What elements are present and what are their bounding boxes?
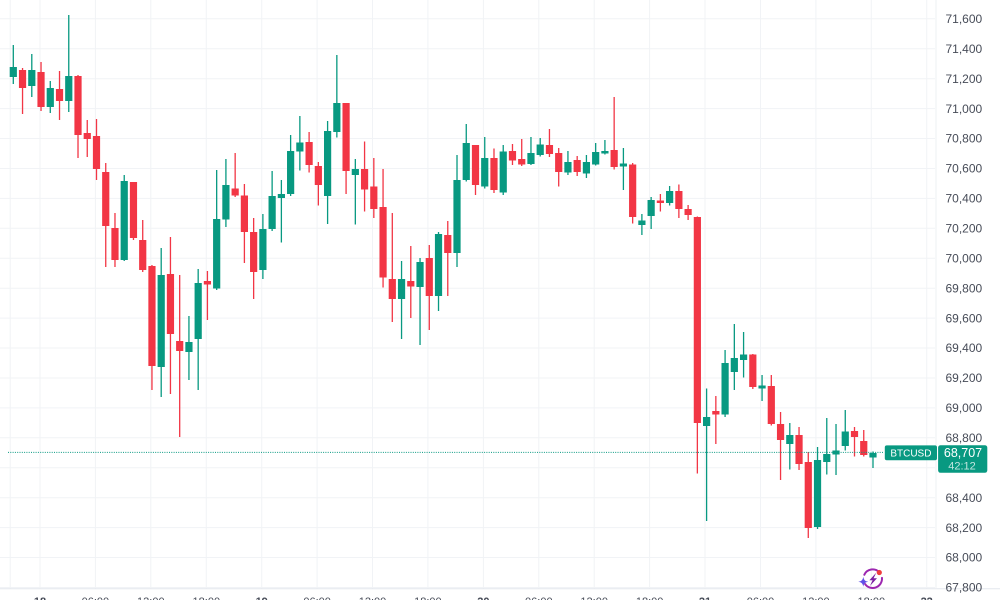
svg-text:69,000: 69,000 <box>946 401 983 415</box>
svg-text:68,800: 68,800 <box>946 431 983 445</box>
svg-text:70,400: 70,400 <box>946 192 983 206</box>
svg-text:71,000: 71,000 <box>946 102 983 116</box>
svg-text:69,600: 69,600 <box>946 311 983 325</box>
svg-text:06:00: 06:00 <box>747 596 775 600</box>
svg-text:19: 19 <box>256 596 268 600</box>
svg-text:12:00: 12:00 <box>802 596 830 600</box>
svg-text:06:00: 06:00 <box>82 596 110 600</box>
svg-text:22: 22 <box>921 596 933 600</box>
svg-text:18: 18 <box>34 596 46 600</box>
svg-text:69,800: 69,800 <box>946 281 983 295</box>
svg-text:67,800: 67,800 <box>946 581 983 595</box>
svg-text:18:00: 18:00 <box>858 596 886 600</box>
svg-text:18:00: 18:00 <box>636 596 664 600</box>
svg-text:68,200: 68,200 <box>946 521 983 535</box>
svg-text:06:00: 06:00 <box>525 596 553 600</box>
svg-text:12:00: 12:00 <box>580 596 608 600</box>
svg-text:68,400: 68,400 <box>946 491 983 505</box>
svg-text:69,400: 69,400 <box>946 341 983 355</box>
svg-text:68,707: 68,707 <box>944 446 982 460</box>
svg-text:69,200: 69,200 <box>946 371 983 385</box>
svg-text:70,000: 70,000 <box>946 251 983 265</box>
svg-text:06:00: 06:00 <box>303 596 331 600</box>
svg-text:71,200: 71,200 <box>946 72 983 86</box>
svg-text:12:00: 12:00 <box>137 596 165 600</box>
svg-text:42:12: 42:12 <box>948 460 976 472</box>
svg-text:21: 21 <box>699 596 711 600</box>
svg-text:68,000: 68,000 <box>946 551 983 565</box>
svg-text:20: 20 <box>477 596 489 600</box>
svg-text:70,800: 70,800 <box>946 132 983 146</box>
svg-text:71,400: 71,400 <box>946 42 983 56</box>
svg-text:BTCUSD: BTCUSD <box>890 449 931 460</box>
svg-text:18:00: 18:00 <box>193 596 221 600</box>
svg-text:70,200: 70,200 <box>946 222 983 236</box>
svg-text:12:00: 12:00 <box>359 596 387 600</box>
svg-text:18:00: 18:00 <box>414 596 442 600</box>
svg-text:70,600: 70,600 <box>946 162 983 176</box>
svg-text:71,600: 71,600 <box>946 12 983 26</box>
